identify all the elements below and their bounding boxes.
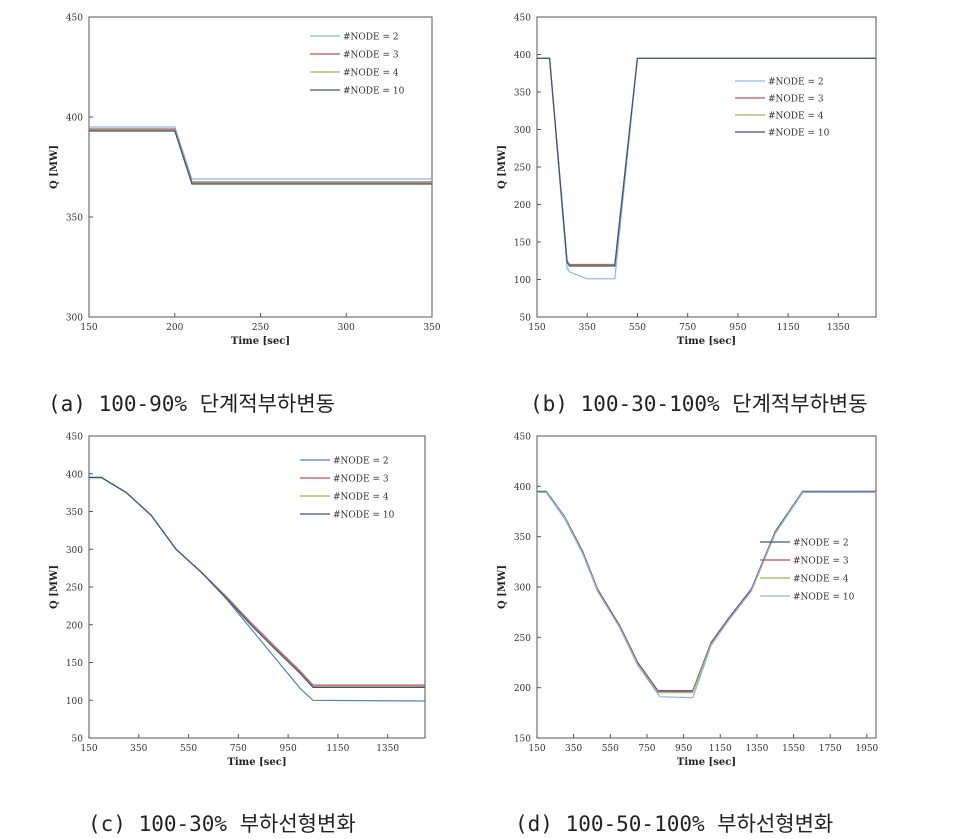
x-tick-label: 150 xyxy=(528,323,545,333)
y-tick-label: 350 xyxy=(66,508,83,518)
series-line-4 xyxy=(89,476,425,689)
legend-label: #NODE = 3 xyxy=(793,557,849,567)
chart-b: 50 100 150 200 250 300 350 400 450 150 350 550 750 95… xyxy=(497,14,877,347)
caption-c: (c) 100-30% 부하선형변화 xyxy=(88,812,356,836)
y-tick-label: 250 xyxy=(66,584,83,594)
x-tick-label: 150 xyxy=(80,323,97,333)
y-tick-label: 450 xyxy=(66,433,83,443)
caption-b: (b) 100-30-100% 단계적부하변동 xyxy=(530,392,868,416)
legend-label: #NODE = 2 xyxy=(333,457,389,467)
x-tick-label: 1350 xyxy=(376,744,399,754)
y-tick-label: 150 xyxy=(514,735,531,745)
x-axis-label: Time [sec] xyxy=(677,757,736,768)
y-tick-label: 350 xyxy=(66,214,83,224)
x-tick-label: 350 xyxy=(130,744,147,754)
x-tick-label: 550 xyxy=(602,744,619,754)
legend-label: #NODE = 4 xyxy=(768,112,824,122)
y-tick-label: 450 xyxy=(514,14,531,24)
x-tick-label: 200 xyxy=(166,323,183,333)
x-tick-label: 1550 xyxy=(782,744,805,754)
y-tick-label: 150 xyxy=(66,659,83,669)
plot-frame xyxy=(536,16,877,318)
x-axis-label: Time [sec] xyxy=(227,757,286,768)
y-tick-label: 250 xyxy=(514,164,531,174)
chart-a: 300 350 400 450 150 200 250 300 350 Time [sec] Q [… xyxy=(49,14,441,348)
y-axis-label: Q [MW] xyxy=(497,565,508,609)
x-tick-label: 550 xyxy=(629,323,646,333)
legend-label: #NODE = 4 xyxy=(343,69,399,79)
y-tick-label: 50 xyxy=(520,314,532,324)
y-tick-label: 300 xyxy=(514,584,531,594)
y-tick-label: 400 xyxy=(514,483,531,493)
y-tick-label: 400 xyxy=(514,51,531,61)
y-tick-label: 300 xyxy=(66,546,83,556)
x-tick-label: 1950 xyxy=(855,744,878,754)
y-tick-label: 350 xyxy=(514,89,531,99)
chart-d: 150 200 250 300 350 400 450 150 350 550 750 950 1150… xyxy=(497,433,879,769)
legend-label: #NODE = 3 xyxy=(333,475,389,485)
y-tick-label: 350 xyxy=(514,533,531,543)
x-tick-label: 1350 xyxy=(745,744,768,754)
caption-a: (a) 100-90% 단계적부하변동 xyxy=(48,392,335,416)
plot-frame xyxy=(536,435,877,739)
chart-c: 50 100 150 200 250 300 350 400 450 150 350 550 750 95… xyxy=(49,433,426,768)
series-line-1 xyxy=(89,126,432,180)
y-tick-label: 50 xyxy=(72,735,84,745)
legend-label: #NODE = 4 xyxy=(333,493,389,503)
y-tick-label: 300 xyxy=(514,126,531,136)
y-tick-label: 150 xyxy=(514,239,531,249)
x-tick-label: 350 xyxy=(579,323,596,333)
x-tick-label: 150 xyxy=(80,744,97,754)
y-tick-label: 200 xyxy=(514,684,531,694)
legend-label: #NODE = 3 xyxy=(343,51,399,61)
x-tick-label: 150 xyxy=(528,744,545,754)
x-tick-label: 1150 xyxy=(777,323,800,333)
x-tick-label: 250 xyxy=(252,323,269,333)
y-tick-label: 100 xyxy=(514,276,531,286)
legend-label: #NODE = 10 xyxy=(343,87,405,97)
y-tick-label: 100 xyxy=(66,697,83,707)
y-axis-label: Q [MW] xyxy=(49,145,60,189)
x-tick-label: 1150 xyxy=(326,744,349,754)
legend-label: #NODE = 10 xyxy=(333,511,395,521)
x-tick-label: 1750 xyxy=(819,744,842,754)
y-tick-label: 400 xyxy=(66,114,83,124)
series-line-4 xyxy=(89,130,432,185)
x-tick-label: 350 xyxy=(423,323,440,333)
legend-label: #NODE = 10 xyxy=(768,129,830,139)
legend-label: #NODE = 2 xyxy=(768,78,824,88)
x-tick-label: 300 xyxy=(338,323,355,333)
x-tick-label: 1150 xyxy=(709,744,732,754)
series-line-4 xyxy=(537,57,876,267)
legend-label: #NODE = 3 xyxy=(768,95,824,105)
x-axis-label: Time [sec] xyxy=(231,336,290,347)
y-tick-label: 450 xyxy=(514,433,531,443)
legend-label: #NODE = 10 xyxy=(793,593,855,603)
legend-label: #NODE = 4 xyxy=(793,575,849,585)
x-tick-label: 550 xyxy=(180,744,197,754)
y-axis-label: Q [MW] xyxy=(49,565,60,609)
x-tick-label: 750 xyxy=(679,323,696,333)
x-tick-label: 750 xyxy=(230,744,247,754)
y-tick-label: 300 xyxy=(66,314,83,324)
y-axis-label: Q [MW] xyxy=(497,145,508,189)
x-tick-label: 950 xyxy=(675,744,692,754)
x-tick-label: 350 xyxy=(565,744,582,754)
y-tick-label: 200 xyxy=(66,621,83,631)
plot-frame xyxy=(88,16,433,318)
y-tick-label: 250 xyxy=(514,634,531,644)
series-line-4 xyxy=(537,491,876,699)
legend-label: #NODE = 2 xyxy=(793,539,849,549)
legend-label: #NODE = 2 xyxy=(343,33,399,43)
x-tick-label: 750 xyxy=(638,744,655,754)
x-axis-label: Time [sec] xyxy=(677,336,736,347)
caption-d: (d) 100-50-100% 부하선형변화 xyxy=(515,812,834,836)
y-tick-label: 200 xyxy=(514,201,531,211)
y-tick-label: 450 xyxy=(66,14,83,24)
x-tick-label: 950 xyxy=(729,323,746,333)
x-tick-label: 1350 xyxy=(827,323,850,333)
y-tick-label: 400 xyxy=(66,470,83,480)
x-tick-label: 950 xyxy=(280,744,297,754)
